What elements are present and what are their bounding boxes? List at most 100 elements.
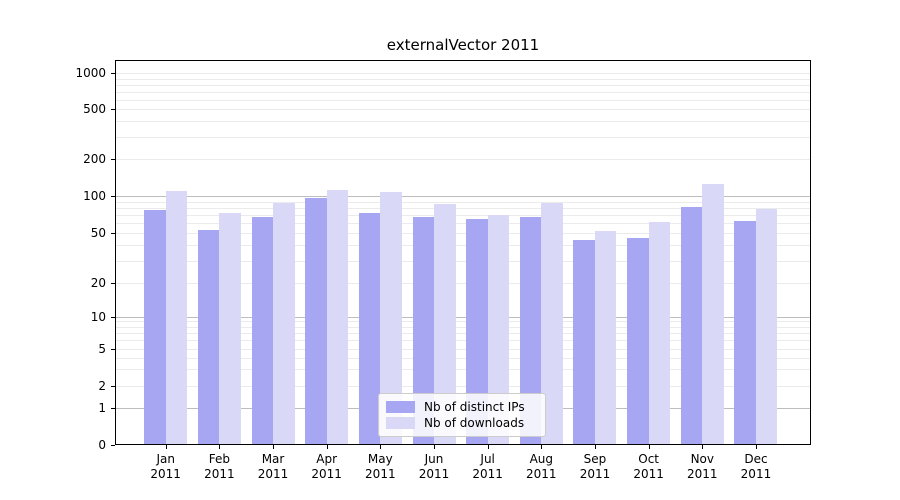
bar-ips-aug <box>519 216 542 444</box>
minor-gridline <box>116 109 810 111</box>
bar-downloads-jun <box>434 204 456 444</box>
x-tick-label: Oct 2011 <box>633 452 664 481</box>
bar-ips-nov <box>680 207 703 444</box>
bar-downloads-jul <box>487 214 510 444</box>
y-tick-mark <box>111 233 115 235</box>
y-tick-label: 2 <box>98 378 106 393</box>
bar-downloads-oct <box>648 221 671 444</box>
minor-gridline <box>116 332 810 334</box>
x-tick-mark <box>648 445 650 449</box>
y-tick-label: 0 <box>98 438 106 452</box>
y-tick-label: 500 <box>83 102 106 117</box>
bar-downloads-aug <box>541 203 563 444</box>
bar-ips-feb <box>197 230 220 444</box>
minor-gridline <box>116 223 810 225</box>
x-tick-mark <box>434 445 435 449</box>
minor-gridline <box>116 357 810 359</box>
y-tick-label: 200 <box>83 152 106 167</box>
minor-gridline <box>116 159 810 161</box>
minor-gridline <box>116 369 810 371</box>
legend: Nb of distinct IPs Nb of downloads <box>378 393 546 437</box>
minor-gridline <box>116 91 810 93</box>
minor-gridline <box>116 245 810 247</box>
bar-downloads-feb <box>219 212 241 444</box>
plot-area: Nb of distinct IPs Nb of downloads <box>115 60 811 445</box>
bar-ips-sep <box>573 240 595 444</box>
bar-downloads-may <box>380 191 402 444</box>
bar-downloads-jan <box>165 191 188 444</box>
y-tick-mark <box>111 445 115 446</box>
legend-swatch <box>386 417 415 430</box>
major-gridline <box>116 316 810 318</box>
bar-ips-oct <box>627 238 649 444</box>
minor-gridline <box>116 84 810 86</box>
x-tick-mark <box>326 445 328 449</box>
x-tick-mark <box>380 445 382 449</box>
major-gridline <box>116 196 810 197</box>
minor-gridline <box>116 261 810 262</box>
minor-gridline <box>116 233 810 235</box>
x-tick-label: May 2011 <box>365 452 396 481</box>
legend-item: Nb of downloads <box>386 416 538 430</box>
x-tick-label: Jun 2011 <box>418 452 450 481</box>
y-tick-label: 100 <box>83 189 106 203</box>
x-tick-mark <box>541 445 543 449</box>
minor-gridline <box>116 99 810 101</box>
x-tick-label: Jul 2011 <box>472 452 503 481</box>
minor-gridline <box>116 326 810 328</box>
y-tick-mark <box>111 316 115 318</box>
y-tick-label: 20 <box>90 276 106 290</box>
bar-ips-jan <box>144 209 166 444</box>
y-tick-label: 5 <box>98 341 106 356</box>
minor-gridline <box>116 78 810 80</box>
y-tick-label: 1 <box>98 400 106 415</box>
y-tick-mark <box>111 159 115 161</box>
x-tick-mark <box>702 445 704 449</box>
legend-label: Nb of downloads <box>424 416 525 431</box>
bar-ips-mar <box>251 216 274 444</box>
minor-gridline <box>116 137 810 139</box>
minor-gridline <box>116 73 810 75</box>
minor-gridline <box>116 215 810 217</box>
x-tick-mark <box>165 445 167 449</box>
x-tick-mark <box>487 445 489 449</box>
x-tick-mark <box>755 445 757 449</box>
minor-gridline <box>116 321 810 323</box>
bar-downloads-apr <box>326 189 349 444</box>
y-tick-mark <box>111 73 115 75</box>
y-tick-mark <box>111 407 115 409</box>
minor-gridline <box>116 121 810 123</box>
minor-gridline <box>116 201 810 203</box>
minor-gridline <box>116 348 810 350</box>
x-tick-label: Mar 2011 <box>257 452 289 481</box>
minor-gridline <box>116 340 810 342</box>
y-tick-label: 10 <box>90 309 106 324</box>
y-tick-label: 1000 <box>75 66 106 81</box>
y-tick-mark <box>111 196 115 197</box>
bar-ips-may <box>358 213 381 444</box>
x-tick-label: Apr 2011 <box>311 452 342 481</box>
x-tick-mark <box>273 445 275 449</box>
minor-gridline <box>116 283 810 284</box>
bar-ips-apr <box>305 198 327 444</box>
x-tick-mark <box>594 445 596 449</box>
bar-downloads-sep <box>594 231 617 444</box>
bar-ips-dec <box>734 220 756 444</box>
minor-gridline <box>116 208 810 209</box>
x-tick-label: Sep 2011 <box>579 452 611 481</box>
legend-item: Nb of distinct IPs <box>386 400 538 414</box>
y-tick-mark <box>111 283 115 284</box>
legend-swatch <box>386 400 415 413</box>
x-tick-label: Jan 2011 <box>150 452 181 481</box>
x-tick-mark <box>219 445 221 449</box>
x-tick-label: Aug 2011 <box>526 452 557 481</box>
bar-downloads-dec <box>755 209 778 444</box>
bar-downloads-nov <box>702 184 724 444</box>
x-tick-label: Feb 2011 <box>204 452 235 481</box>
bar-ips-jun <box>412 217 434 444</box>
y-tick-label: 50 <box>90 226 106 241</box>
chart-title: externalVector 2011 <box>386 36 540 54</box>
legend-label: Nb of distinct IPs <box>424 399 525 414</box>
bar-ips-jul <box>466 219 488 444</box>
